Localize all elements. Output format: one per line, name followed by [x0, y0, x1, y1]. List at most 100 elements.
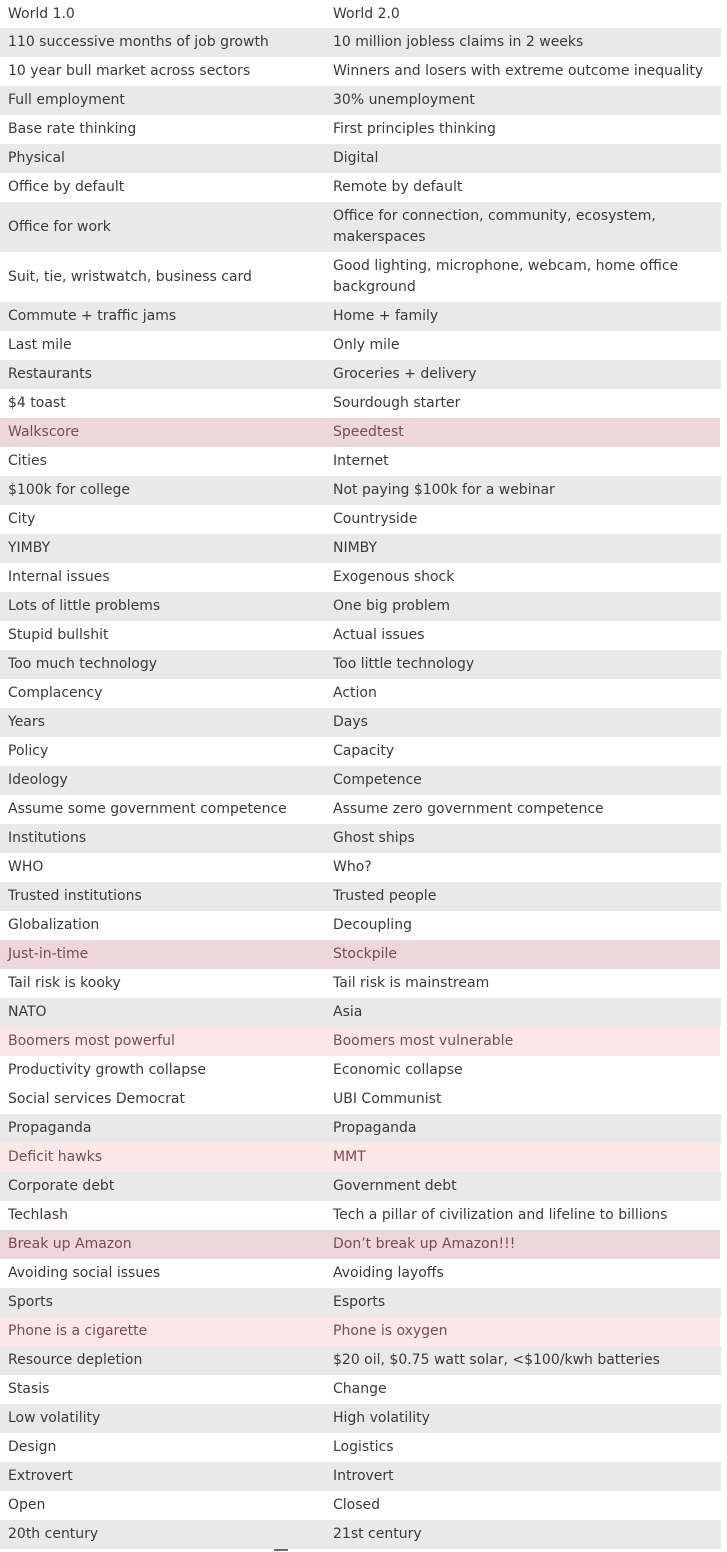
- cell-world-1: Avoiding social issues: [8, 1265, 161, 1281]
- table-row: Ideology Competence: [0, 766, 721, 795]
- cell-world-2: Winners and losers with extreme outcome …: [333, 63, 704, 79]
- cell-world-1: 10 year bull market across sectors: [8, 63, 251, 79]
- cell-world-1: Just-in-time: [0, 940, 325, 969]
- cell-world-2: 10 million jobless claims in 2 weeks: [325, 28, 721, 57]
- table-row: Lots of little problems One big problem: [0, 592, 721, 621]
- cell-world-2: High volatility: [325, 1404, 721, 1433]
- table-row: Design Logistics: [0, 1433, 721, 1462]
- table-row: Base rate thinking First principles think…: [0, 115, 721, 144]
- cell-world-2: Introvert: [325, 1462, 721, 1491]
- cell-world-2: Stockpile: [325, 940, 722, 969]
- cell-world-2: 30% unemployment: [325, 86, 721, 115]
- table-row: $4 toast Sourdough starter: [0, 389, 721, 418]
- cell-world-1: YIMBY: [0, 534, 325, 563]
- cell-world-1: Office by default: [8, 179, 125, 195]
- cell-world-2: Who?: [333, 859, 372, 875]
- table-row: Avoiding social issues Avoiding layoffs: [0, 1259, 721, 1288]
- cell-world-1: Restaurants: [0, 360, 325, 389]
- table-row: Last mile Only mile: [0, 331, 721, 360]
- table-row: Commute + traffic jams Home + family: [0, 302, 721, 331]
- cell-world-1: Office for work: [0, 202, 325, 252]
- cell-world-2: Too little technology: [325, 650, 721, 679]
- table-row: Restaurants Groceries + delivery: [0, 360, 721, 389]
- cell-world-1: Ideology: [0, 766, 325, 795]
- header-world-1: World 1.0: [8, 5, 75, 22]
- cell-world-1: Years: [0, 708, 325, 737]
- table-row: Propaganda Propaganda: [0, 1114, 721, 1143]
- scroll-indicator: [274, 1549, 288, 1551]
- table-row: Social services Democrat UBI Communist: [0, 1085, 721, 1114]
- cell-world-1: Complacency: [8, 685, 103, 701]
- table-row: Trusted institutions Trusted people: [0, 882, 721, 911]
- cell-world-1: Corporate debt: [0, 1172, 325, 1201]
- cell-world-1: WHO: [8, 859, 44, 875]
- table-row: Boomers most powerful Boomers most vulner…: [0, 1027, 722, 1056]
- table-row: 110 successive months of job growth 10 mi…: [0, 28, 721, 57]
- cell-world-2: Only mile: [333, 337, 400, 353]
- table-row: Institutions Ghost ships: [0, 824, 721, 853]
- table-row: Open Closed: [0, 1491, 721, 1520]
- cell-world-2: Actual issues: [333, 627, 425, 643]
- cell-world-2: Government debt: [325, 1172, 721, 1201]
- table-row: City Countryside: [0, 505, 721, 534]
- cell-world-2: Tech a pillar of civilization and lifeli…: [333, 1207, 668, 1223]
- table-row: Office by default Remote by default: [0, 173, 721, 202]
- cell-world-1: Globalization: [8, 917, 100, 933]
- cell-world-2: Change: [333, 1381, 387, 1397]
- cell-world-1: City: [8, 511, 36, 527]
- table-row: NATO Asia: [0, 998, 721, 1027]
- cell-world-1: Policy: [8, 743, 49, 759]
- table-row: Office for work Office for connection, co…: [0, 202, 721, 252]
- cell-world-1: Resource depletion: [0, 1346, 325, 1375]
- table-row: 20th century 21st century: [0, 1520, 721, 1549]
- cell-world-1: Propaganda: [0, 1114, 325, 1143]
- cell-world-2: Not paying $100k for a webinar: [325, 476, 721, 505]
- cell-world-1: Lots of little problems: [0, 592, 325, 621]
- cell-world-1: Walkscore: [0, 418, 325, 447]
- cell-world-2: $20 oil, $0.75 watt solar, <$100/kwh bat…: [325, 1346, 721, 1375]
- cell-world-2: Phone is oxygen: [325, 1317, 722, 1346]
- cell-world-2: Days: [325, 708, 721, 737]
- cell-world-1: Design: [8, 1439, 57, 1455]
- cell-world-1: Commute + traffic jams: [0, 302, 325, 331]
- table-row: Policy Capacity: [0, 737, 721, 766]
- table-row: Productivity growth collapse Economic col…: [0, 1056, 721, 1085]
- cell-world-2: Digital: [325, 144, 721, 173]
- cell-world-2: Ghost ships: [325, 824, 721, 853]
- cell-world-1: Last mile: [8, 337, 72, 353]
- table-row: Phone is a cigarette Phone is oxygen: [0, 1317, 722, 1346]
- table-row: Resource depletion $20 oil, $0.75 watt so…: [0, 1346, 721, 1375]
- cell-world-2: Decoupling: [333, 917, 412, 933]
- table-row: Suit, tie, wristwatch, business card Good…: [0, 252, 721, 302]
- cell-world-1: 20th century: [0, 1520, 325, 1549]
- cell-world-2: Assume zero government competence: [333, 801, 604, 817]
- cell-world-1: Productivity growth collapse: [8, 1062, 207, 1078]
- table-row: Extrovert Introvert: [0, 1462, 721, 1491]
- table-row: 10 year bull market across sectors Winner…: [0, 57, 721, 86]
- table-row: Corporate debt Government debt: [0, 1172, 721, 1201]
- table-row: Techlash Tech a pillar of civilization an…: [0, 1201, 721, 1230]
- table-row: Years Days: [0, 708, 721, 737]
- table-row: Tail risk is kooky Tail risk is mainstrea…: [0, 969, 721, 998]
- cell-world-2: Countryside: [333, 511, 418, 527]
- cell-world-2: Logistics: [333, 1439, 394, 1455]
- cell-world-2: Action: [333, 685, 377, 701]
- cell-world-1: 110 successive months of job growth: [0, 28, 325, 57]
- cell-world-1: Social services Democrat: [8, 1091, 185, 1107]
- cell-world-1: Internal issues: [8, 569, 110, 585]
- cell-world-2: Office for connection, community, ecosys…: [325, 202, 721, 252]
- table-row: Break up Amazon Don’t break up Amazon!!!: [0, 1230, 722, 1259]
- cell-world-1: Phone is a cigarette: [0, 1317, 325, 1346]
- table-row: Physical Digital: [0, 144, 721, 173]
- table-row: Full employment 30% unemployment: [0, 86, 721, 115]
- cell-world-1: Break up Amazon: [0, 1230, 325, 1259]
- cell-world-2: Boomers most vulnerable: [325, 1027, 722, 1056]
- cell-world-2: Internet: [333, 453, 389, 469]
- cell-world-2: One big problem: [325, 592, 721, 621]
- cell-world-2: First principles thinking: [333, 121, 496, 137]
- cell-world-1: Sports: [0, 1288, 325, 1317]
- cell-world-2: Closed: [333, 1497, 381, 1513]
- cell-world-2: Asia: [325, 998, 721, 1027]
